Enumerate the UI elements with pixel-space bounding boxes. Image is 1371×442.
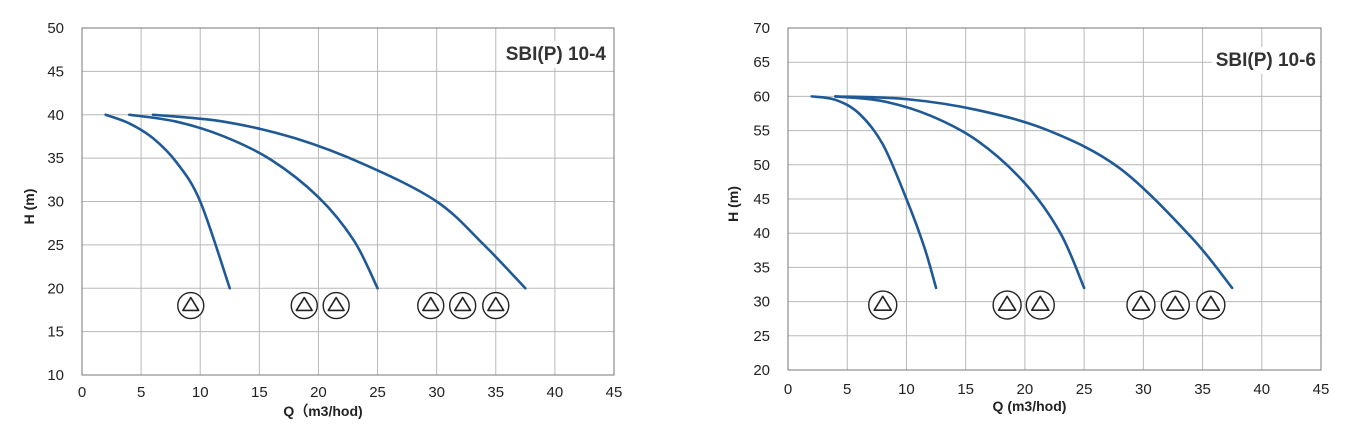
y-tick-label: 20 xyxy=(753,362,770,379)
y-tick-label: 45 xyxy=(47,63,64,80)
x-tick-label: 35 xyxy=(487,384,504,401)
chart-title-background xyxy=(1211,47,1320,74)
pump-icon-triangle xyxy=(182,296,200,312)
pump-icon-triangle xyxy=(327,296,345,312)
pump-icon-circle xyxy=(177,291,205,320)
y-axis-label: H (m) xyxy=(21,189,37,225)
y-tick-label: 20 xyxy=(47,280,64,297)
pump-icon xyxy=(868,290,898,320)
x-tick-label: 10 xyxy=(898,381,915,398)
x-axis-label: Q（m3/hod) xyxy=(283,403,362,419)
pump-curve-2 xyxy=(127,113,379,290)
chart-title: SBI(P) 10-6 xyxy=(1216,50,1316,71)
pump-icon xyxy=(177,291,205,320)
chart-title-group: SBI(P) 10-6 xyxy=(1211,47,1320,74)
x-axis-label: Q (m3/hod) xyxy=(993,398,1067,414)
x-tick-label: 25 xyxy=(1076,381,1093,398)
x-tick-label: 0 xyxy=(784,381,792,398)
x-tick-label: 40 xyxy=(1253,381,1270,398)
pump-curve-2 xyxy=(834,95,1086,290)
y-tick-label: 25 xyxy=(47,237,64,254)
pump-icon-circle xyxy=(1126,290,1156,320)
pump-icon xyxy=(1025,290,1055,320)
y-tick-label: 55 xyxy=(753,123,770,140)
y-tick-label: 30 xyxy=(753,294,770,311)
y-tick-label: 70 xyxy=(753,20,770,37)
pump-icon-triangle xyxy=(873,295,893,312)
pump-icon-circle xyxy=(482,291,510,320)
pump-icon-circle xyxy=(992,290,1022,320)
y-tick-label: 40 xyxy=(47,107,64,124)
pump-icon xyxy=(290,291,318,320)
x-tick-label: 25 xyxy=(369,384,386,401)
y-axis-label: H (m) xyxy=(725,186,741,222)
y-tick-label: 60 xyxy=(753,88,770,105)
x-tick-label: 20 xyxy=(310,384,327,401)
pump-curve-1 xyxy=(104,113,232,290)
pump-icon xyxy=(1126,290,1156,320)
pump-icon-circle xyxy=(322,291,350,320)
x-tick-label: 30 xyxy=(428,384,445,401)
grid xyxy=(787,27,1322,371)
chart-title: SBI(P) 10-4 xyxy=(506,44,607,65)
chart-sbip-10-6: 0 5 10 15 20 25 30 35 40 45 70 65 60 55 50 45 40 35 30 25 20… xyxy=(725,20,1330,414)
y-tick-label: 45 xyxy=(753,191,770,208)
pump-icon xyxy=(448,291,477,320)
pump-icon xyxy=(482,291,510,320)
pump-icon-circle xyxy=(1196,290,1226,320)
x-tick-label: 5 xyxy=(843,381,851,398)
y-tick-label: 40 xyxy=(753,225,770,242)
x-tick-label: 30 xyxy=(1135,381,1152,398)
x-tick-label: 5 xyxy=(137,384,145,401)
x-tick-label: 45 xyxy=(606,384,623,401)
pump-curve-1 xyxy=(810,95,938,290)
pump-icon xyxy=(1196,290,1226,320)
pump-icon-triangle xyxy=(487,296,505,312)
grid xyxy=(81,27,615,376)
pump-icon-triangle xyxy=(1030,295,1050,312)
pump-icon-circle xyxy=(290,291,318,320)
y-tick-label: 15 xyxy=(47,324,64,341)
pump-icon-triangle xyxy=(453,296,472,312)
pump-icon xyxy=(322,291,350,320)
pump-icon-circle xyxy=(448,291,477,320)
x-tick-label: 35 xyxy=(1194,381,1211,398)
pump-icon-circle xyxy=(1025,290,1055,320)
x-tick-label: 15 xyxy=(251,384,268,401)
pump-curve-3 xyxy=(151,113,527,290)
pump-icon-triangle xyxy=(997,295,1017,312)
chart-sbip-10-4: 0 5 10 15 20 25 30 35 40 45 50 45 40 35 30 25 20 15 10 Q（m3… xyxy=(21,20,623,419)
x-tick-label: 15 xyxy=(957,381,974,398)
x-tick-label: 10 xyxy=(192,384,209,401)
pump-icon-circle xyxy=(417,291,445,320)
pump-icon xyxy=(417,291,445,320)
y-tick-label: 10 xyxy=(47,367,64,384)
x-tick-label: 0 xyxy=(78,384,86,401)
pump-icon xyxy=(1160,290,1191,320)
pump-icon-triangle xyxy=(422,296,440,312)
pump-icon-triangle xyxy=(1131,295,1151,312)
y-tick-label: 35 xyxy=(47,150,64,167)
pump-icon-triangle xyxy=(295,296,313,312)
y-tick-label: 65 xyxy=(753,54,770,71)
plot-frame xyxy=(81,27,615,376)
y-tick-label: 50 xyxy=(47,20,64,37)
y-tick-label: 35 xyxy=(753,259,770,276)
y-tick-label: 30 xyxy=(47,194,64,211)
pump-icon-triangle xyxy=(1166,295,1185,312)
x-tick-label: 40 xyxy=(547,384,564,401)
pump-icon-circle xyxy=(1160,290,1191,320)
x-tick-label: 45 xyxy=(1313,381,1330,398)
chart-title-group: SBI(P) 10-4 xyxy=(501,41,611,68)
x-tick-label: 20 xyxy=(1017,381,1034,398)
pump-icon-triangle xyxy=(1201,295,1221,312)
pump-icon-circle xyxy=(868,290,898,320)
chart-title-background xyxy=(501,41,611,68)
plot-frame xyxy=(787,27,1322,371)
pump-icon xyxy=(992,290,1022,320)
pump-curve-3 xyxy=(834,95,1234,290)
y-tick-label: 50 xyxy=(753,157,770,174)
y-tick-label: 25 xyxy=(753,328,770,345)
